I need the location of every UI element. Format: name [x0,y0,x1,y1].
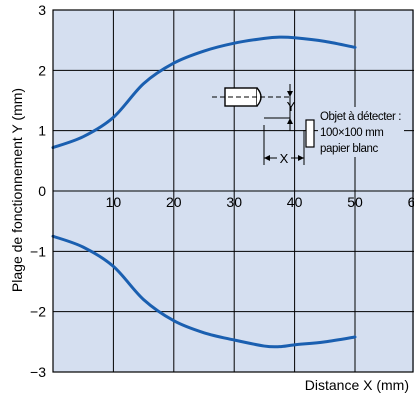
y-axis-label: Plage de fonctionnement Y (mm) [9,88,25,292]
lower-range-curve [51,234,357,349]
y-arrow-up-icon [287,118,293,124]
curves [51,35,357,349]
x-label-bg [277,150,291,166]
upper-range-curve [51,35,357,150]
object-label-line-3: papier blanc [320,143,379,155]
x-tick-label-50: 50 [347,194,363,210]
x-tick-label-30: 30 [226,194,242,210]
sensor-diagram: Y X Objet à détecter : 100×100 mm papier… [212,84,404,166]
y-tick-label-3: 0 [38,183,46,199]
object-label-line-2: 100×100 mm [320,127,383,139]
y-tick-label-1: 2 [38,62,46,78]
x-tick-label-20: 20 [166,194,182,210]
x-arrow-left-icon [264,155,270,161]
y-tick-label-4: −1 [30,243,46,259]
x-tick-label-40: 40 [287,194,303,210]
x-arrow-right-icon [298,155,304,161]
y-tick-label-2: 1 [38,123,46,139]
plot-frame [52,9,414,373]
tick-labels: 1020304050603210−1−2−3 [30,2,414,380]
y-tick-label-5: −2 [30,304,46,320]
x-tick-label-60: 60 [408,194,414,210]
object-label-bg [318,107,404,157]
x-tick-label-10: 10 [106,194,122,210]
target-object-icon [305,119,315,148]
y-arrow-down-icon [287,91,293,97]
y-dimension-label: Y [287,99,296,114]
x-axis-label: Distance X (mm) [305,377,409,393]
x-dimension-label: X [280,151,289,166]
y-tick-label-6: −3 [30,364,46,380]
object-label-line-1: Objet à détecter : [320,111,401,123]
y-tick-label-0: 3 [38,2,46,18]
